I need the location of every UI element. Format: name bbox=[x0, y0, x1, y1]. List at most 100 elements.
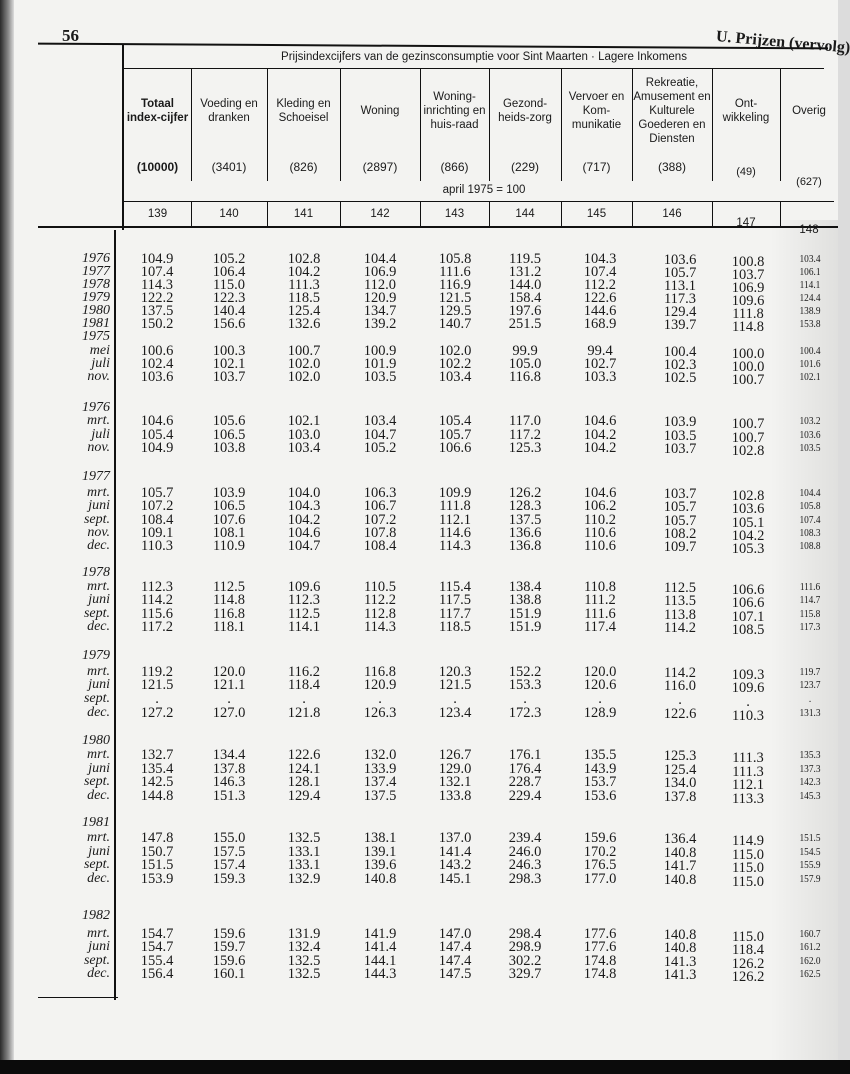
table-cell: 105.7 bbox=[140, 485, 174, 501]
table-cell: 104.6 bbox=[583, 413, 617, 429]
table-cell: 162.5 bbox=[799, 968, 821, 980]
table-cell: 151.3 bbox=[212, 788, 246, 804]
table-cell: 114.6 bbox=[438, 525, 472, 541]
table-cell: 114.1 bbox=[799, 279, 821, 291]
table-cell: 151.5 bbox=[799, 832, 821, 844]
table-cell: 103.2 bbox=[799, 415, 821, 427]
table-cell: 103.4 bbox=[287, 440, 321, 456]
column-header: Totaal index-cijfer bbox=[124, 78, 191, 144]
column-number-divider bbox=[712, 202, 713, 226]
table-cell: 104.4 bbox=[363, 251, 397, 267]
table-cell: 126.7 bbox=[438, 747, 472, 763]
table-cell: 102.1 bbox=[799, 371, 821, 383]
table-cell: 106.3 bbox=[363, 485, 397, 501]
table-cell: 115.8 bbox=[799, 608, 821, 620]
table-cell: 137.8 bbox=[663, 789, 697, 805]
table-cell: 125.4 bbox=[287, 303, 321, 319]
column-header-label: Totaal index-cijfer bbox=[126, 98, 189, 124]
table-cell: 104.2 bbox=[287, 264, 321, 280]
table-cell: 131.9 bbox=[287, 926, 321, 942]
column-header-label: Woning-inrichting en huis-raad bbox=[423, 91, 486, 131]
table-cell: 112.5 bbox=[212, 579, 246, 595]
table-cell: 136.4 bbox=[663, 831, 697, 847]
table-cell: 103.4 bbox=[438, 369, 472, 385]
table-cell: 104.2 bbox=[583, 440, 617, 456]
table-cell: 112.1 bbox=[731, 777, 765, 793]
table-cell: 107.4 bbox=[799, 514, 821, 526]
table-cell: 298.4 bbox=[508, 926, 542, 942]
table-cell: 177.0 bbox=[583, 871, 617, 887]
table-cell: 111.3 bbox=[732, 750, 764, 766]
row-label: juli bbox=[91, 427, 110, 442]
table-cell: 108.4 bbox=[140, 512, 174, 528]
table-cell: 124.1 bbox=[287, 761, 321, 777]
table-cell: 117.2 bbox=[140, 619, 174, 635]
table-cell: 111.3 bbox=[288, 277, 320, 293]
table-cell: 147.4 bbox=[438, 953, 472, 969]
table-cell: 105.2 bbox=[212, 251, 246, 267]
table-cell: 137.5 bbox=[140, 303, 174, 319]
table-cell: 121.5 bbox=[438, 290, 472, 306]
table-cell: 157.9 bbox=[799, 873, 821, 885]
table-cell: 137.0 bbox=[438, 830, 472, 846]
row-label: 1976 bbox=[82, 251, 110, 266]
table-cell: 115.0 bbox=[731, 847, 765, 863]
table-cell: 119.7 bbox=[799, 666, 821, 678]
table-cell: 154.7 bbox=[140, 926, 174, 942]
table-cell: 104.3 bbox=[583, 251, 617, 267]
table-cell: 109.1 bbox=[140, 525, 174, 541]
row-label: mrt. bbox=[87, 830, 110, 845]
table-cell: . bbox=[746, 694, 750, 710]
table-cell: 106.6 bbox=[731, 582, 765, 598]
table-cell: 102.0 bbox=[287, 369, 321, 385]
table-cell: 154.5 bbox=[799, 846, 821, 858]
table-cell: 150.2 bbox=[140, 316, 174, 332]
column-number: 146 bbox=[662, 208, 682, 220]
table-cell: 103.6 bbox=[799, 429, 821, 441]
table-cell: 103.6 bbox=[731, 501, 765, 517]
table-cell: 112.8 bbox=[363, 606, 397, 622]
row-label: 1979 bbox=[82, 648, 110, 663]
table-cell: 150.7 bbox=[140, 844, 174, 860]
table-cell: 156.4 bbox=[140, 966, 174, 982]
row-label: juni bbox=[88, 761, 110, 776]
table-cell: 115.0 bbox=[731, 860, 765, 876]
table-cell: 135.4 bbox=[140, 761, 174, 777]
table-cell: 157.4 bbox=[212, 857, 246, 873]
table-cell: 113.1 bbox=[663, 278, 697, 294]
table-cell: 122.6 bbox=[663, 706, 697, 722]
table-cell: 159.6 bbox=[212, 953, 246, 969]
table-cell: 105.7 bbox=[663, 499, 697, 515]
column-header: Woning bbox=[340, 78, 420, 144]
column-divider bbox=[780, 69, 781, 181]
table-cell: 138.4 bbox=[508, 579, 542, 595]
table-cell: 112.5 bbox=[287, 606, 321, 622]
table-cell: 104.2 bbox=[583, 427, 617, 443]
table-cell: 141.9 bbox=[363, 926, 397, 942]
table-cell: 110.3 bbox=[140, 538, 174, 554]
table-cell: 143.2 bbox=[438, 857, 472, 873]
table-cell: 102.4 bbox=[140, 356, 174, 372]
table-cell: 177.6 bbox=[583, 926, 617, 942]
row-label: mei bbox=[89, 343, 110, 358]
column-number: 141 bbox=[293, 208, 314, 220]
table-cell: 147.8 bbox=[140, 830, 174, 846]
table-cell: 103.5 bbox=[663, 428, 697, 444]
bottom-rule bbox=[38, 997, 118, 998]
table-cell: 117.3 bbox=[799, 621, 821, 633]
table-cell: 111.6 bbox=[439, 264, 471, 280]
table-cell: 105.4 bbox=[438, 413, 472, 429]
table-cell: 126.2 bbox=[731, 969, 765, 985]
table-cell: 160.1 bbox=[212, 966, 246, 982]
table-cell: 114.3 bbox=[363, 619, 397, 635]
column-header-label: Ont-wikkeling bbox=[722, 98, 770, 124]
row-label: 1982 bbox=[82, 908, 110, 923]
table-cell: 115.0 bbox=[731, 874, 765, 890]
column-number-divider bbox=[340, 202, 341, 226]
column-header: Woning-inrichting en huis-raad bbox=[420, 78, 489, 144]
table-cell: 160.7 bbox=[799, 928, 821, 940]
table-cell: 114.8 bbox=[212, 592, 246, 608]
next-page-edge bbox=[838, 0, 850, 1060]
column-divider bbox=[267, 69, 268, 181]
table-cell: . bbox=[155, 691, 159, 707]
